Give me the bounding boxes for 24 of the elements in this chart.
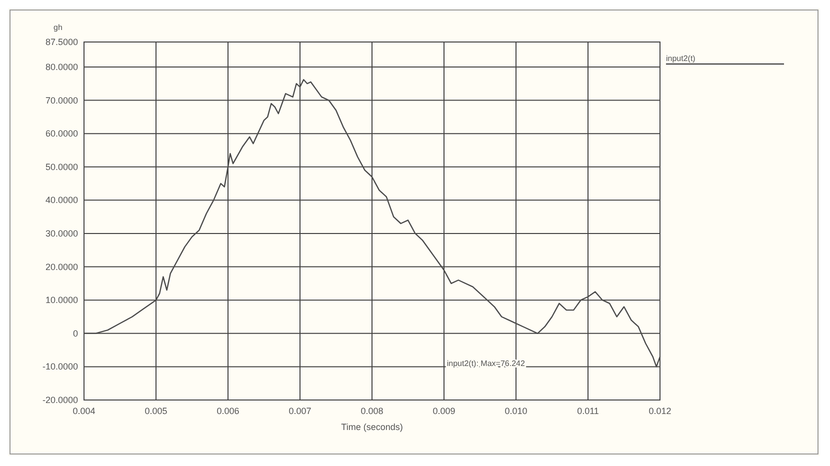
y-tick-label: 10.0000 <box>45 295 78 306</box>
x-tick-label: 0.009 <box>432 406 456 416</box>
x-tick-label: 0.004 <box>72 406 96 416</box>
y-tick-label: -10.0000 <box>42 362 78 372</box>
y-tick-label: 20.0000 <box>45 262 78 272</box>
y-tick-label: 0 <box>72 328 78 338</box>
x-tick-label: 0.012 <box>648 406 672 416</box>
y-tick-label: 60.0000 <box>45 128 78 139</box>
text: input2(t) <box>666 54 696 63</box>
y-tick-label: 70.0000 <box>45 95 78 106</box>
x-tick-label: 0.008 <box>360 406 384 416</box>
x-tick-label: 0.011 <box>577 406 599 416</box>
x-tick-label: 0.006 <box>216 406 240 416</box>
y-tick-label: -20.0000 <box>42 395 78 405</box>
y-tick-label: 30.0000 <box>45 228 78 238</box>
y-tick-label: 50.0000 <box>45 162 78 172</box>
x-tick-label: 0.010 <box>504 406 528 416</box>
y-tick-label: 87.5000 <box>45 37 78 47</box>
x-tick-label: 0.005 <box>144 406 168 416</box>
x-tick-label: 0.007 <box>288 406 312 416</box>
y-tick-label: 40.0000 <box>45 195 78 206</box>
x-axis-title: Time (seconds) <box>341 422 403 432</box>
y-axis-title: gh <box>54 23 62 32</box>
y-tick-label: 80.0000 <box>45 62 78 72</box>
